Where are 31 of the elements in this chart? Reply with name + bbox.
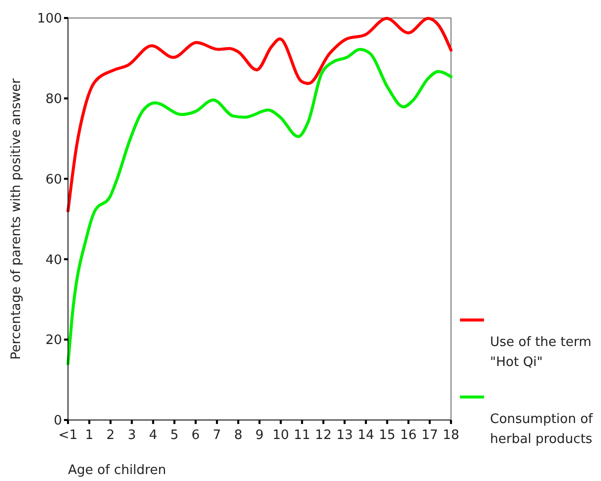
x-tick-label: 3	[128, 428, 136, 443]
line-series	[66, 16, 452, 212]
y-tick-label: 20	[45, 333, 62, 348]
x-tick-label: 15	[378, 428, 396, 443]
x-tick-label: 9	[255, 428, 264, 443]
x-tick-label: 16	[400, 428, 417, 443]
line-series	[66, 48, 452, 366]
text: Consumption of herbal products	[490, 412, 594, 447]
x-tick-label: 2	[106, 428, 115, 443]
x-tick-label: 10	[272, 428, 290, 443]
x-tick-label: <1	[58, 428, 78, 443]
x-tick-label: 8	[234, 428, 242, 443]
x-tick-label: 5	[170, 428, 179, 443]
x-tick-label: 11	[294, 428, 310, 443]
x-tick-label: 7	[212, 428, 222, 443]
y-tick-label: 60	[45, 172, 62, 188]
x-tick-label: 6	[192, 428, 200, 443]
text: Use of the term "Hot Qi"	[490, 335, 592, 370]
x-tick-label: 4	[148, 428, 158, 443]
x-tick-label: 1	[85, 428, 94, 443]
x-axis-title: Age of children	[68, 463, 166, 478]
x-tick-label: 14	[358, 428, 374, 443]
y-tick-label: 40	[45, 252, 62, 268]
x-tick-label: 17	[421, 428, 438, 443]
x-tick-label: 12	[315, 428, 332, 443]
y-axis-title: Percentage of parents with positive answer	[9, 78, 24, 360]
y-tick-label: 0	[54, 414, 62, 429]
x-tick-label: 13	[336, 428, 353, 443]
x-tick-label: 18	[442, 428, 460, 443]
y-tick-label: 80	[45, 92, 62, 107]
y-tick-label: 100	[37, 12, 62, 27]
